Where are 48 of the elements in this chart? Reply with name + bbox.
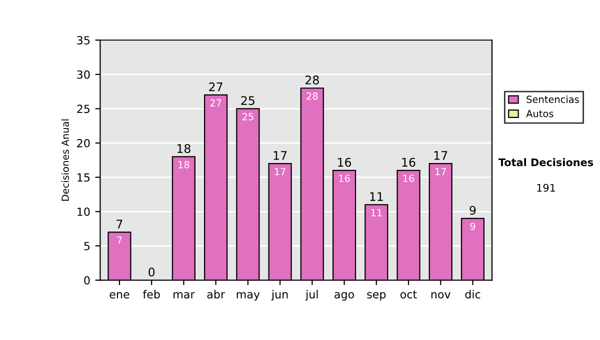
data-label: 17 (436, 168, 446, 176)
data-label: 9 (470, 222, 476, 230)
y-tick-label: 20 (77, 138, 90, 148)
x-tick-label: ene (110, 292, 130, 298)
legend-label: Sentencias (526, 95, 579, 104)
y-tick-label: 25 (77, 104, 90, 114)
y-tick-label: 35 (77, 36, 90, 44)
total-label: 25 (241, 96, 254, 106)
x-tick-label: oct (400, 290, 417, 298)
x-tick-label: jun (271, 290, 288, 301)
x-tick-label: dic (465, 290, 480, 298)
total-label: 17 (274, 151, 287, 160)
y-tick-label: 15 (78, 173, 90, 182)
text: 191 (537, 184, 555, 192)
x-tick-label: feb (142, 290, 160, 298)
x-tick-label: jul (305, 290, 318, 301)
y-tick-label: 30 (77, 70, 90, 79)
total-label: 9 (470, 206, 476, 215)
total-label: 27 (209, 82, 222, 92)
y-tick-label: 0 (84, 276, 90, 285)
total-label: 11 (370, 192, 383, 201)
data-label: 7 (117, 236, 122, 244)
total-label: 18 (177, 144, 190, 154)
text: Total Decisiones (498, 158, 594, 166)
y-tick-label: 10 (78, 208, 90, 216)
total-label: 16 (402, 158, 416, 167)
y-tick-label: 5 (84, 242, 90, 250)
x-tick-label: mar (174, 292, 195, 298)
total-label: 16 (338, 158, 352, 167)
data-label: 18 (178, 160, 190, 168)
data-label: 16 (339, 174, 350, 182)
data-label: 25 (242, 112, 254, 120)
total-label: 0 (148, 268, 155, 276)
x-tick-label: sep (367, 292, 386, 301)
data-label: 27 (210, 99, 222, 106)
x-tick-label: may (236, 292, 260, 301)
x-tick-label: ago (334, 292, 354, 301)
total-label: 17 (434, 151, 448, 160)
x-tick-label: abr (207, 290, 226, 298)
data-label: 16 (403, 174, 414, 182)
y-axis-title: Decisiones Anual (61, 119, 69, 201)
legend-label: Autos (526, 110, 554, 118)
data-label: 17 (274, 168, 286, 176)
total-label: 28 (306, 76, 319, 84)
data-label: 11 (371, 209, 382, 216)
x-tick-label: nov (431, 292, 450, 298)
total-label: 7 (116, 220, 122, 228)
data-label: 28 (306, 92, 318, 100)
